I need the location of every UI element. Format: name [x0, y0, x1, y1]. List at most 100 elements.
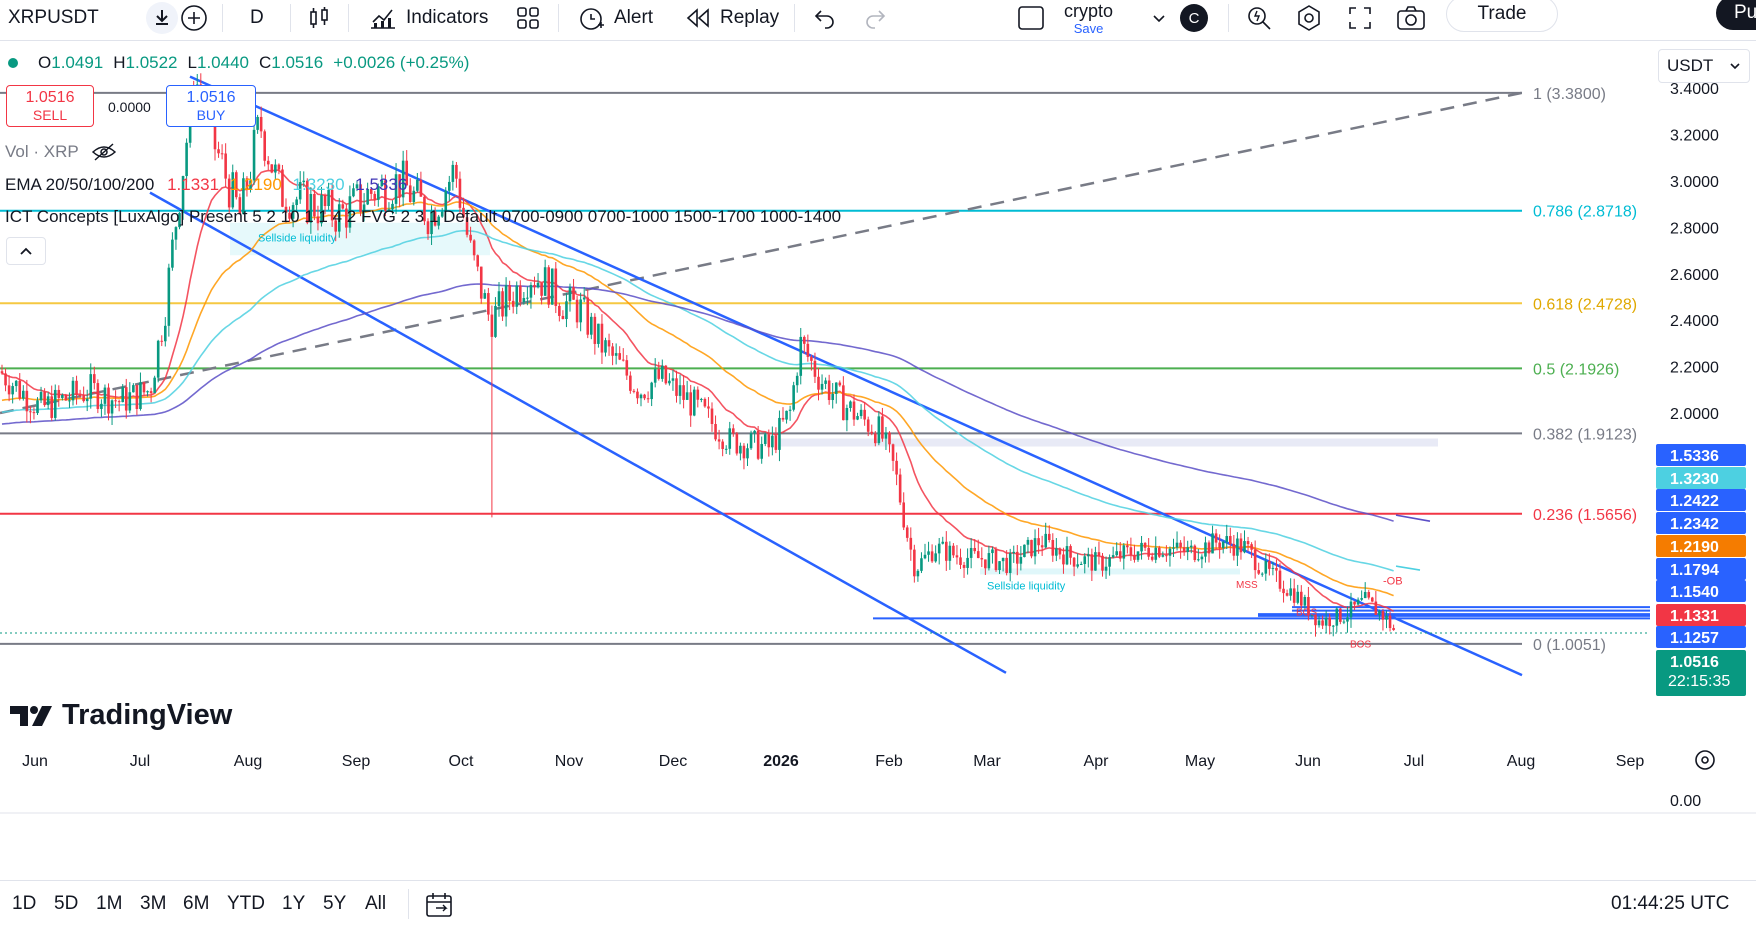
- redo-icon[interactable]: [862, 0, 888, 36]
- candle-body: [1218, 542, 1221, 548]
- candle-body: [863, 409, 866, 420]
- camera-icon[interactable]: [1395, 0, 1427, 36]
- candle-body: [455, 164, 458, 179]
- range-all[interactable]: All: [365, 893, 387, 914]
- candle-body: [153, 377, 156, 394]
- undo-icon[interactable]: [812, 0, 838, 36]
- settings-gear-icon[interactable]: [1294, 0, 1324, 36]
- trade-button[interactable]: Trade: [1446, 0, 1558, 32]
- symbol-search[interactable]: XRPUSDT: [8, 0, 168, 36]
- candle-body: [1136, 551, 1140, 560]
- publish-button[interactable]: Pu: [1716, 0, 1756, 30]
- candle-body: [881, 416, 884, 439]
- candle-type-icon[interactable]: [306, 0, 332, 36]
- candle-body: [810, 356, 813, 361]
- axis-settings-icon[interactable]: [1695, 750, 1715, 770]
- chart-area[interactable]: 1 (3.3800) 0.786 (2.8718) 0.618 (2.4728) 0.…: [0, 41, 1756, 881]
- candle-body: [650, 382, 653, 400]
- range-1d[interactable]: 1D: [12, 893, 37, 914]
- candle-body: [1126, 545, 1129, 548]
- utc-clock[interactable]: 01:44:25 UTC: [1611, 893, 1730, 914]
- candle-body: [1182, 547, 1186, 553]
- replay-button[interactable]: Replay: [684, 0, 779, 36]
- calendar-goto-icon[interactable]: [424, 891, 454, 924]
- fib-level-label: 0.5 (2.1926): [1533, 361, 1619, 378]
- candle-body: [763, 434, 767, 444]
- candle-body: [966, 557, 969, 568]
- range-1y[interactable]: 1Y: [282, 893, 306, 914]
- annotation-label: -OB: [1383, 576, 1403, 588]
- price-tag: [1656, 535, 1746, 557]
- candle-body: [756, 430, 760, 459]
- quick-search-icon[interactable]: [1244, 0, 1274, 36]
- candle-body: [646, 398, 650, 400]
- candle-body: [533, 284, 536, 288]
- range-5y[interactable]: 5Y: [323, 893, 347, 914]
- candle-body: [96, 383, 100, 409]
- candle-body: [1221, 541, 1225, 548]
- candle-body: [1140, 542, 1143, 552]
- candle-body: [803, 336, 806, 344]
- x-axis-tick-label: Dec: [659, 753, 687, 770]
- range-1m[interactable]: 1M: [96, 893, 123, 914]
- tradingview-logo-icon: [10, 705, 52, 726]
- range-5d[interactable]: 5D: [54, 893, 79, 914]
- fullscreen-icon[interactable]: [1346, 0, 1374, 36]
- avatar[interactable]: C: [1180, 0, 1208, 36]
- candle-body: [128, 392, 132, 411]
- candle-body: [1275, 567, 1278, 571]
- candle-body: [1030, 539, 1033, 557]
- interval-button[interactable]: D: [250, 7, 264, 28]
- candle-body: [611, 346, 614, 356]
- candle-body: [955, 555, 959, 558]
- annotation-label: MSS: [1236, 580, 1258, 591]
- candle-body: [281, 169, 284, 207]
- candle-body: [511, 300, 515, 307]
- candle-body: [355, 184, 359, 189]
- candle-body: [295, 199, 298, 206]
- favorite-icon[interactable]: [145, 0, 179, 36]
- candle-body: [721, 441, 724, 450]
- collapse-legend-button[interactable]: [6, 237, 46, 265]
- templates-icon[interactable]: [514, 0, 542, 36]
- layout-name-button[interactable]: crypto Save: [1064, 0, 1114, 36]
- candle-body: [760, 443, 763, 459]
- eye-hidden-icon[interactable]: [91, 142, 117, 162]
- range-ytd[interactable]: YTD: [227, 893, 265, 914]
- chevron-down-icon[interactable]: [1150, 0, 1168, 36]
- channel-lower-line: [149, 191, 1007, 674]
- candle-body: [1296, 591, 1300, 603]
- candle-body: [994, 549, 998, 571]
- annotation-label: BOS: [1296, 607, 1317, 618]
- volume-legend: Vol · XRP: [5, 142, 117, 162]
- sell-button[interactable]: 1.0516 SELL: [6, 85, 94, 127]
- range-3m[interactable]: 3M: [140, 893, 167, 914]
- candle-body: [32, 412, 36, 414]
- candle-body: [53, 389, 57, 418]
- candle-body: [1360, 598, 1363, 600]
- candle-body: [629, 375, 632, 391]
- candle-body: [661, 365, 664, 379]
- fib-level-label: 0.618 (2.4728): [1533, 296, 1637, 313]
- x-axis-tick-label: Jul: [1404, 753, 1424, 770]
- layout-icon[interactable]: [1016, 0, 1046, 36]
- price-tag-value: 1.1331: [1670, 608, 1719, 625]
- candle-body: [89, 374, 93, 399]
- buy-button[interactable]: 1.0516 BUY: [166, 85, 256, 127]
- candle-body: [675, 378, 678, 396]
- candle-body: [1371, 597, 1374, 602]
- candle-body: [39, 392, 43, 401]
- currency-select[interactable]: USDT: [1658, 49, 1750, 83]
- alert-button[interactable]: Alert: [576, 0, 653, 36]
- candle-body: [1158, 547, 1161, 557]
- range-6m[interactable]: 6M: [183, 893, 210, 914]
- price-chart[interactable]: 1 (3.3800) 0.786 (2.8718) 0.618 (2.4728) 0.…: [0, 41, 1756, 881]
- candle-body: [568, 287, 572, 302]
- candle-body: [1175, 542, 1179, 548]
- y-axis-tick-label: 2.8000: [1670, 220, 1719, 237]
- compare-add-icon[interactable]: [180, 0, 208, 36]
- indicators-button[interactable]: Indicators: [368, 0, 488, 36]
- candle-body: [920, 558, 923, 571]
- candle-body: [1303, 597, 1307, 606]
- candle-body: [813, 360, 817, 377]
